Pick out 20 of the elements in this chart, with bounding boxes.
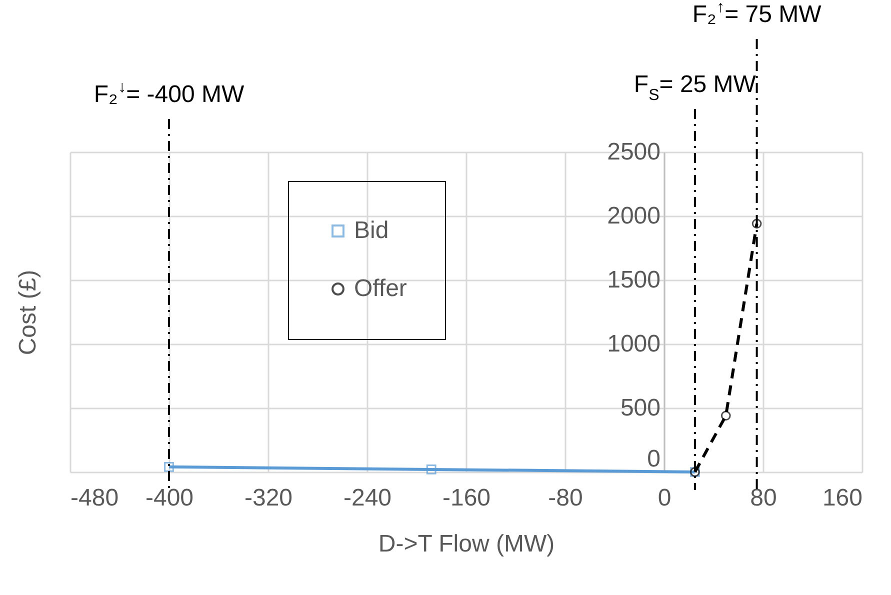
x-tick-label: -400 xyxy=(145,484,194,512)
x-tick-label: 80 xyxy=(750,484,777,512)
legend-label: Bid xyxy=(354,217,389,244)
y-tick-label: 2000 xyxy=(607,202,660,230)
y-tick-label: 1500 xyxy=(607,266,660,294)
legend-label: Offer xyxy=(354,275,407,302)
x-tick-label: -480 xyxy=(70,484,119,512)
x-tick-label: -320 xyxy=(244,484,293,512)
x-tick-label: 160 xyxy=(822,484,862,512)
y-tick-label: 500 xyxy=(620,394,660,422)
y-axis-title: Cost (£) xyxy=(14,270,42,356)
x-tick-label: -240 xyxy=(343,484,392,512)
y-tick-label: 0 xyxy=(647,446,660,472)
x-tick-label: -160 xyxy=(442,484,491,512)
x-axis-title: D->T Flow (MW) xyxy=(378,530,555,558)
ref-line-label: F₂↑= 75 MW xyxy=(692,0,822,28)
x-tick-label: -80 xyxy=(548,484,583,512)
ref-line-label: F₂↓= -400 MW xyxy=(94,79,244,108)
y-tick-label: 2500 xyxy=(607,138,660,166)
y-tick-label: 1000 xyxy=(607,330,660,358)
